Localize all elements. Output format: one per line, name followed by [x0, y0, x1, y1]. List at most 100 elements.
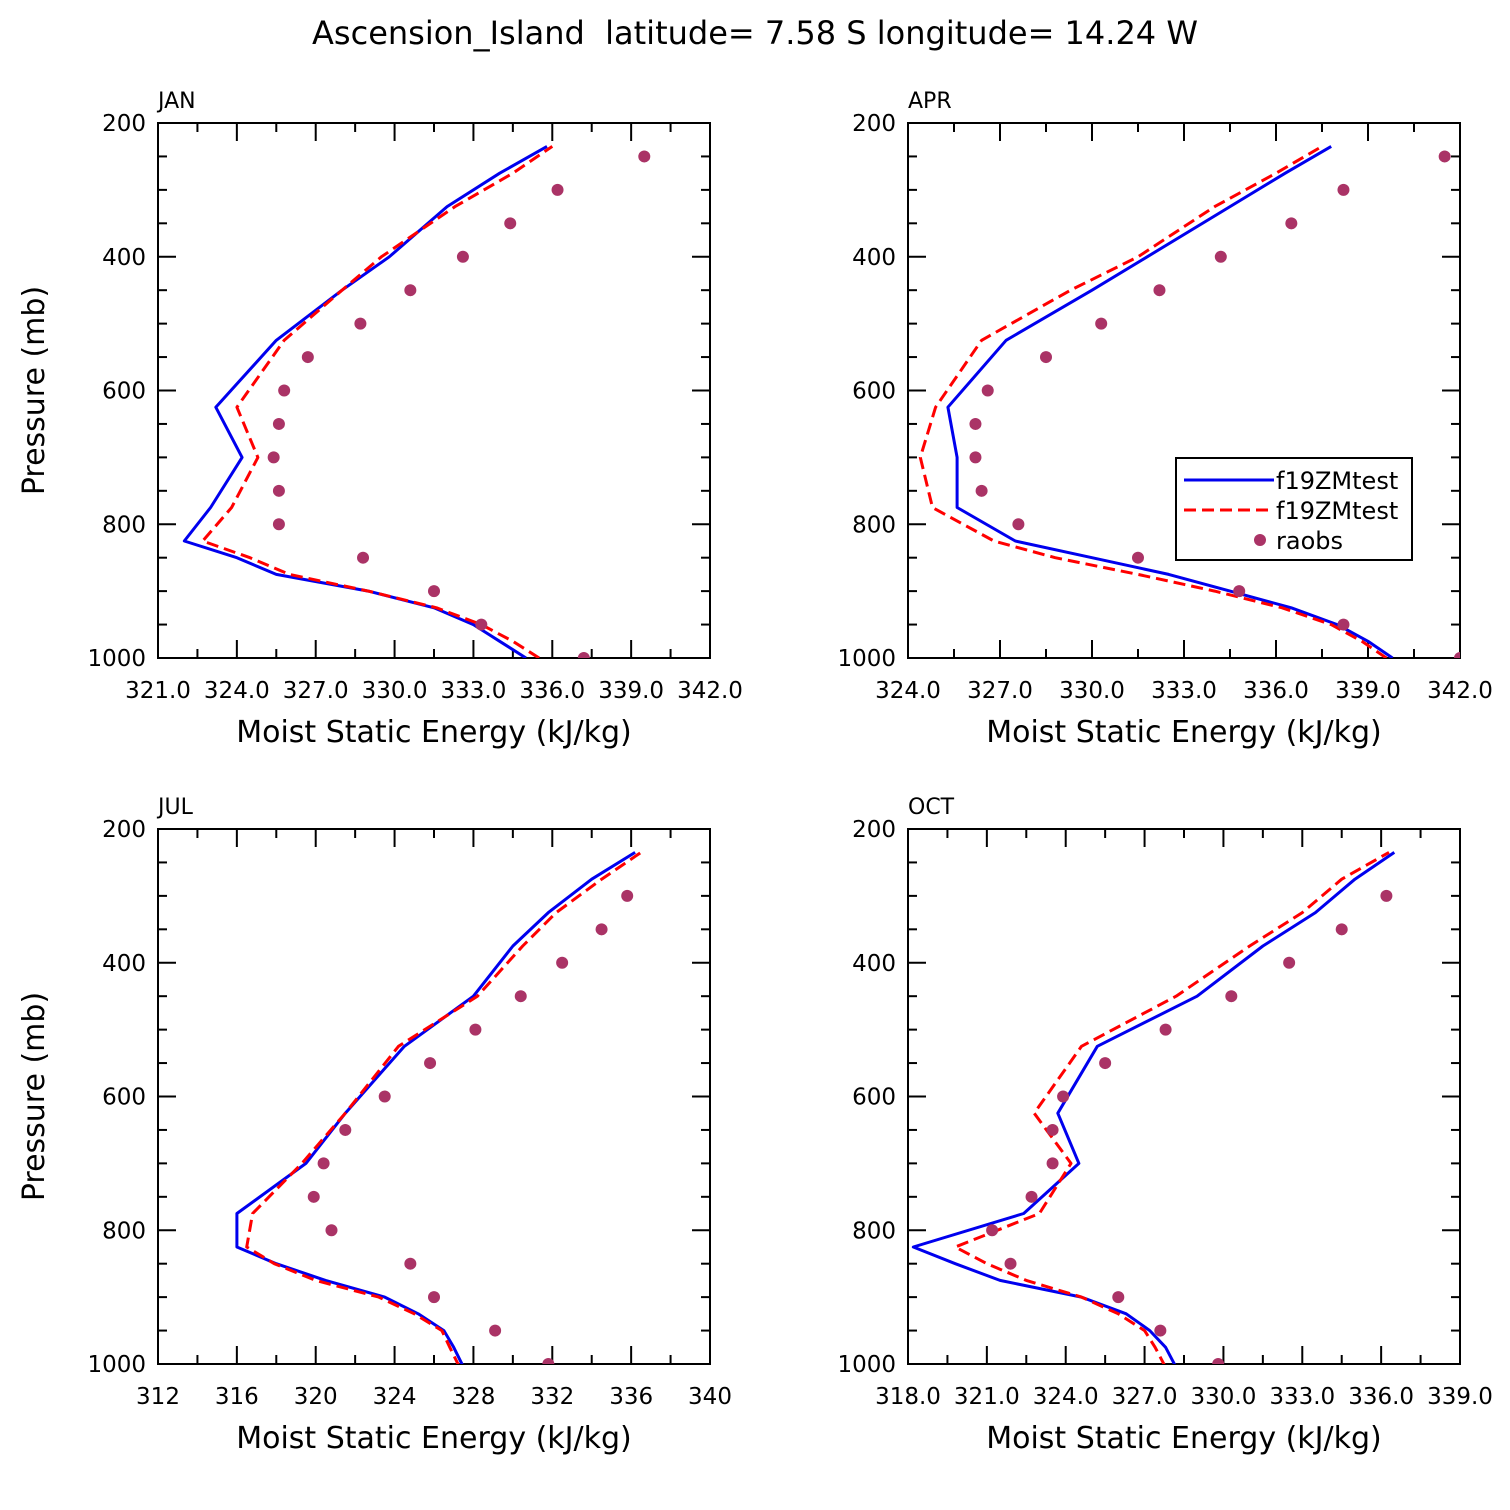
raobs-point: [1159, 1023, 1172, 1036]
y-tick-label: 600: [102, 1085, 146, 1111]
raobs-point: [1233, 585, 1246, 598]
raobs-series: [267, 150, 651, 658]
raobs-point: [621, 889, 634, 902]
y-tick-label: 200: [102, 817, 146, 843]
x-tick-label: 320: [294, 1384, 338, 1410]
y-tick-label: 600: [852, 1085, 896, 1111]
raobs-point: [404, 1257, 417, 1270]
model-dashed-line: [918, 145, 1388, 658]
raobs-point: [551, 183, 564, 196]
model-solid-line: [182, 145, 548, 658]
y-tick-label: 1000: [837, 1352, 896, 1378]
legend-entry: raobs: [1276, 527, 1343, 555]
x-axis-label: Moist Static Energy (kJ/kg): [986, 715, 1382, 750]
y-tick-label: 600: [852, 379, 896, 405]
raobs-point: [1112, 1291, 1125, 1304]
raobs-point: [504, 217, 517, 230]
raobs-point: [969, 451, 982, 464]
raobs-point: [969, 417, 982, 430]
raobs-point: [278, 384, 291, 397]
raobs-point: [272, 417, 285, 430]
x-tick-label: 327.0: [967, 678, 1033, 704]
raobs-point: [475, 618, 488, 631]
raobs-point: [357, 551, 370, 564]
raobs-point: [1225, 990, 1238, 1003]
x-tick-label: 333.0: [440, 678, 506, 704]
raobs-point: [514, 990, 527, 1003]
y-axis-label: Pressure (mb): [17, 286, 52, 495]
raobs-point: [354, 317, 367, 330]
raobs-point: [1046, 1123, 1059, 1136]
raobs-point: [317, 1157, 330, 1170]
y-tick-label: 200: [852, 111, 896, 137]
raobs-point: [424, 1057, 437, 1070]
raobs-point: [339, 1123, 352, 1136]
y-axis-label: Pressure (mb): [17, 992, 52, 1201]
legend-box: [1175, 457, 1413, 561]
raobs-point: [1012, 518, 1025, 531]
raobs-series: [986, 889, 1393, 1364]
x-tick-label: 336.0: [519, 678, 585, 704]
x-tick-label: 336: [609, 1384, 653, 1410]
y-tick-label: 1000: [837, 646, 896, 672]
panel-oct: 200 400 600 800 1000 318.0 321.0 324.0 327.0 330.…: [837, 795, 1492, 1456]
x-tick-label: 330.0: [362, 678, 428, 704]
raobs-point: [1057, 1090, 1070, 1103]
x-tick-label: 339.0: [1427, 1384, 1493, 1410]
raobs-point: [981, 384, 994, 397]
model-dashed-line: [953, 851, 1390, 1364]
legend-entry: f19ZMtest: [1276, 497, 1398, 525]
x-tick-label: 318.0: [875, 1384, 941, 1410]
raobs-point: [428, 585, 440, 598]
raobs-series: [307, 889, 634, 1364]
raobs-point: [272, 518, 285, 531]
x-axis-label: Moist Static Energy (kJ/kg): [986, 1421, 1382, 1456]
raobs-point: [1046, 1157, 1059, 1170]
raobs-point: [975, 484, 988, 497]
panel-jul: 200 400 600 800 1000 312 316 320 324 328 332 336 340…: [17, 795, 732, 1456]
raobs-point: [1335, 923, 1348, 936]
raobs-point: [1212, 1358, 1225, 1364]
raobs-point: [638, 150, 651, 163]
x-tick-label: 342.0: [677, 678, 743, 704]
raobs-point: [1132, 551, 1144, 564]
model-solid-line: [235, 851, 636, 1364]
raobs-point: [1285, 217, 1298, 230]
raobs-point: [1380, 889, 1393, 902]
x-tick-label: 340: [688, 1384, 732, 1410]
raobs-point: [1095, 317, 1108, 330]
x-tick-label: 324.0: [1033, 1384, 1099, 1410]
panel-label: JAN: [156, 89, 196, 114]
x-tick-label: 328: [451, 1384, 495, 1410]
figure-title: Ascension_Island latitude= 7.58 S longit…: [312, 14, 1198, 52]
plot-frame: [907, 828, 1461, 1365]
y-tick-label: 800: [102, 512, 146, 538]
legend-swatch-marker: [1254, 534, 1266, 546]
raobs-series: [969, 150, 1460, 658]
plot-frame: [157, 122, 711, 659]
raobs-point: [595, 923, 608, 936]
raobs-point: [1154, 1324, 1167, 1337]
x-tick-label: 321.0: [954, 1384, 1020, 1410]
raobs-point: [428, 1291, 440, 1304]
x-tick-label: 324.0: [204, 678, 270, 704]
x-tick-label: 332: [530, 1384, 574, 1410]
raobs-point: [325, 1224, 338, 1237]
panels: 200 400 600 800 1000 321.0 324.0 327.0 330.0 333.…: [17, 89, 1493, 1456]
x-tick-label: 342.0: [1427, 678, 1493, 704]
raobs-point: [1153, 284, 1166, 297]
model-dashed-line: [201, 145, 554, 658]
raobs-point: [1454, 652, 1460, 658]
x-axis-label: Moist Static Energy (kJ/kg): [236, 715, 632, 750]
raobs-point: [378, 1090, 391, 1103]
raobs-point: [1283, 956, 1296, 969]
raobs-point: [1337, 618, 1350, 631]
raobs-point: [469, 1023, 482, 1036]
plot-frame: [157, 828, 711, 1365]
x-tick-label: 324.0: [875, 678, 941, 704]
panel-jan: 200 400 600 800 1000 321.0 324.0 327.0 330.0 333.…: [17, 89, 743, 750]
y-tick-label: 800: [102, 1218, 146, 1244]
x-tick-label: 327.0: [1112, 1384, 1178, 1410]
